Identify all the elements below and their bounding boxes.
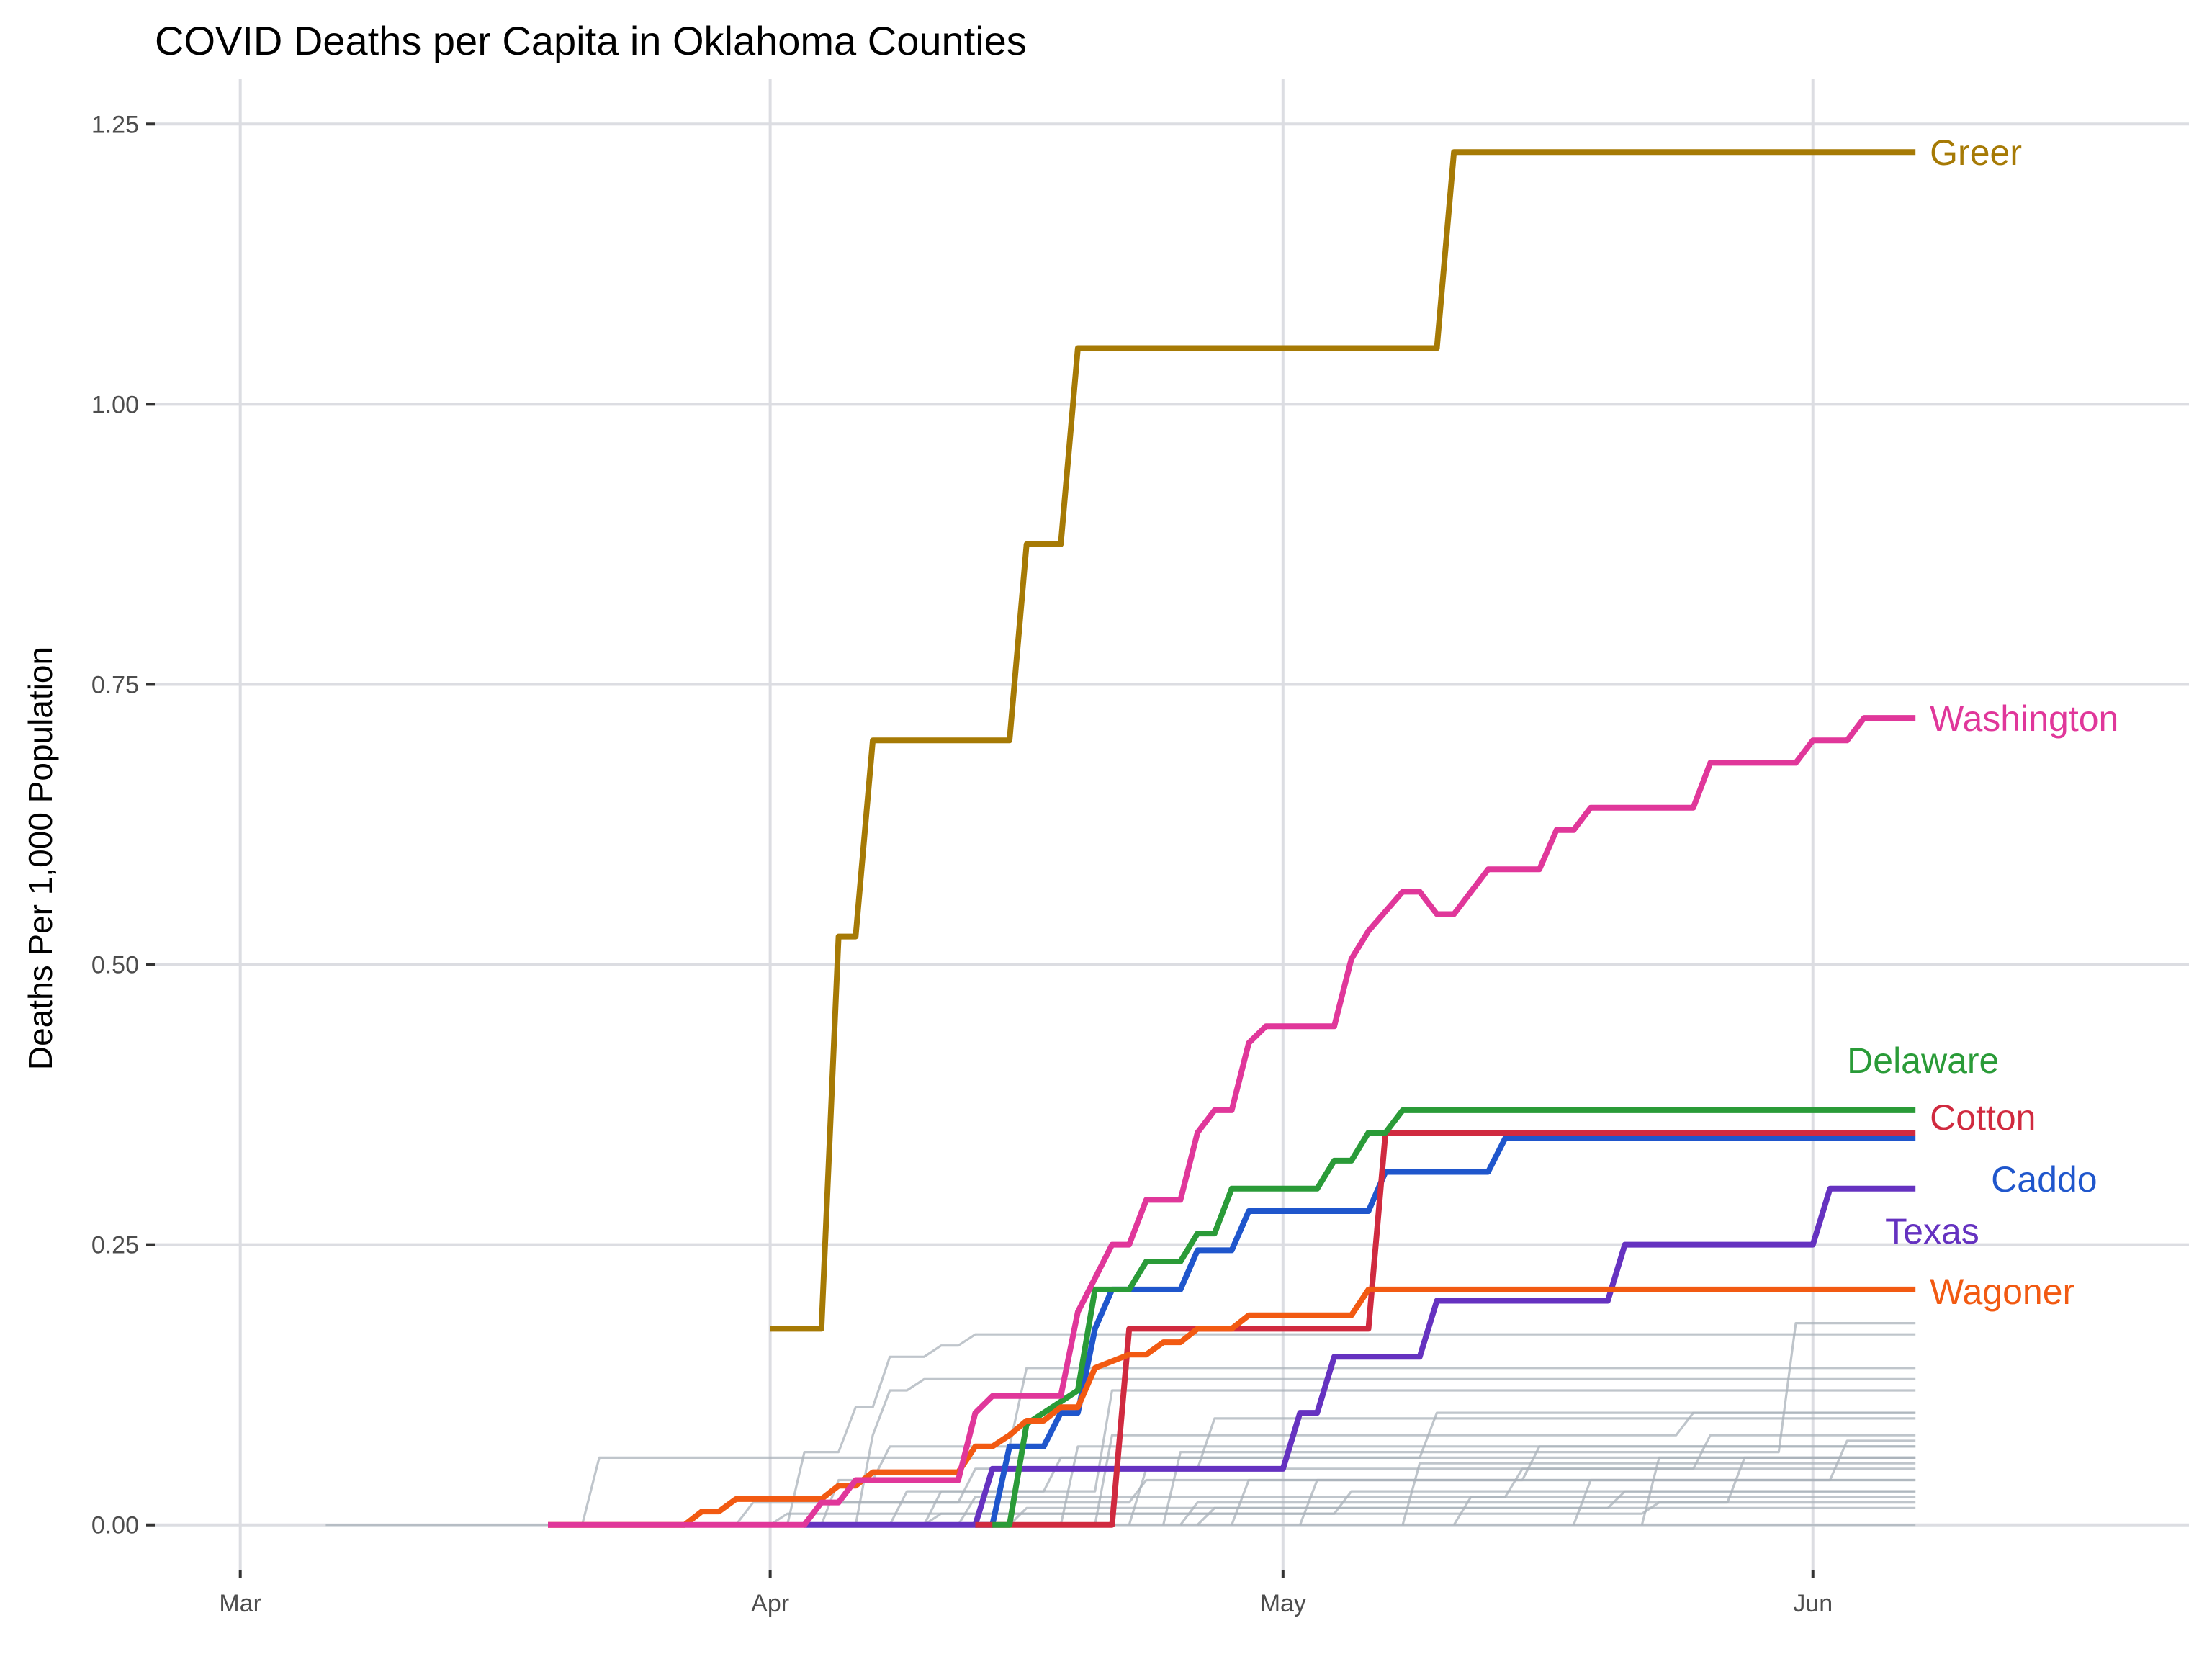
series-label-greer: Greer [1930,132,2022,173]
background-series-line [1401,1462,1916,1526]
series-line-texas [804,1185,1916,1528]
y-axis-label: Deaths Per 1,000 Population [22,647,59,1070]
y-tick-label: 1.00 [91,391,139,418]
series-line-wagoner [548,1286,1916,1528]
background-series-line [1640,1456,1916,1526]
background-series-line [889,1411,1916,1526]
background-series-line [1299,1478,1916,1526]
y-tick-label: 0.75 [91,671,139,698]
highlighted-series-group [548,149,1916,1528]
y-tick-label: 0.00 [91,1512,139,1539]
background-series-line [1128,1434,1916,1526]
series-label-caddo: Caddo [1991,1159,2097,1200]
x-tick-label: Mar [219,1590,261,1617]
y-tick-label: 0.25 [91,1232,139,1259]
background-series-line [1452,1496,1916,1526]
axes: 0.00 0.25 0.50 0.75 1.00 1.25 Mar Apr May Jun [91,111,1833,1617]
series-label-texas: Texas [1885,1211,1979,1251]
background-series-line [1162,1321,1916,1526]
grid [155,79,2189,1570]
y-tick-label: 1.25 [91,111,139,138]
series-label-delaware: Delaware [1847,1040,1999,1081]
series-line-cotton [975,1130,1916,1528]
series-line-caddo [975,1135,1916,1528]
series-line-delaware [992,1107,1916,1528]
background-series-line [820,1367,1916,1526]
x-tick-label: Jun [1793,1590,1833,1617]
background-series-line [786,1333,1916,1526]
x-tick-label: May [1260,1590,1306,1617]
background-series-line [923,1501,1916,1527]
chart-title: COVID Deaths per Capita in Oklahoma Coun… [155,18,1027,63]
background-series-line [1094,1411,1916,1525]
series-label-cotton: Cotton [1930,1097,2036,1138]
background-series-line [1196,1506,1916,1526]
y-tick-label: 0.50 [91,952,139,979]
series-line-greer [770,149,1916,1332]
series-labels-group: Greer Washington Delaware Cotton Caddo Texas W… [1847,132,2118,1312]
x-tick-label: Apr [751,1590,789,1617]
series-label-wagoner: Wagoner [1930,1272,2074,1312]
series-label-washington: Washington [1930,698,2118,739]
series-line-washington [548,715,1916,1528]
